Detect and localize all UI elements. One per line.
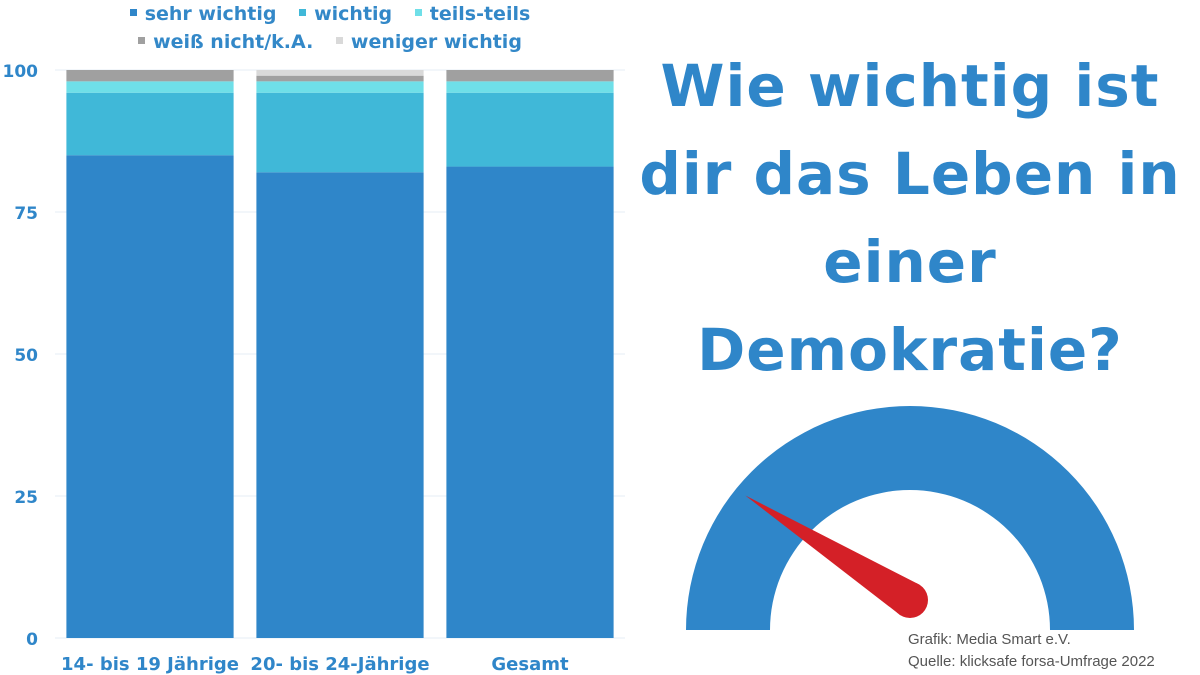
bar-segment-wichtig (446, 92, 614, 167)
legend-swatch-teils-teils (414, 9, 422, 16)
legend-label-sehr-wichtig: sehr wichtig (144, 3, 277, 25)
x-tick-label: 20- bis 24-Jährige (250, 654, 429, 675)
legend-label-weiss-nicht: weiß nicht/k.A. (153, 31, 314, 53)
legend-label-wichtig: wichtig (314, 3, 393, 25)
needle-hub (892, 582, 928, 618)
credit-grafik: Grafik: Media Smart e.V. (908, 631, 1071, 648)
legend-swatch-weniger-wichtig (335, 37, 343, 44)
bar-segment-teils-teils (446, 81, 614, 93)
legend-label-teils-teils: teils-teils (429, 3, 531, 25)
bar-segment-wei-nicht-k-a- (446, 70, 614, 82)
legend-swatch-wichtig (299, 9, 307, 16)
legend-swatch-sehr-wichtig (129, 9, 137, 16)
chart-legend: sehr wichtig wichtig teils-teils weiß ni… (90, 0, 570, 56)
y-tick-label: 0 (26, 630, 38, 650)
legend-item-teils-teils: teils-teils (414, 0, 531, 28)
bar-segment-wichtig (66, 92, 234, 156)
stacked-bar-chart: 0 25 50 75 100 14- bis 19 Jährige 20- bis 24-J… (3, 62, 625, 675)
legend-item-weiss-nicht: weiß nicht/k.A. (138, 28, 313, 56)
bar-segment-wei-nicht-k-a- (256, 75, 424, 82)
gauge-graphic (686, 406, 1134, 630)
bar-segment-sehr-wichtig (256, 172, 424, 639)
y-tick-label: 25 (14, 488, 38, 508)
x-tick-label: 14- bis 19 Jährige (61, 654, 239, 675)
legend-item-sehr-wichtig: sehr wichtig (129, 0, 277, 28)
bar-segment-wichtig (256, 92, 424, 173)
y-tick-label: 100 (3, 62, 39, 82)
legend-swatch-weiss-nicht (138, 37, 146, 44)
bar-segment-teils-teils (256, 81, 424, 93)
legend-row-2: weiß nicht/k.A. weniger wichtig (90, 28, 570, 56)
bar-segment-teils-teils (66, 81, 234, 93)
bar-segment-sehr-wichtig (446, 166, 614, 638)
gauge-needle (745, 495, 928, 618)
bar-segment-sehr-wichtig (66, 155, 234, 638)
needle-shape (745, 495, 920, 616)
x-tick-label: Gesamt (491, 654, 569, 675)
gauge-arc (686, 406, 1134, 630)
legend-item-wichtig: wichtig (299, 0, 392, 28)
credits: Grafik: Media Smart e.V. Quelle: klicksa… (908, 629, 1155, 673)
legend-item-weniger-wichtig: weniger wichtig (335, 28, 522, 56)
bar-segment-wei-nicht-k-a- (66, 70, 234, 82)
credit-quelle: Quelle: klicksafe forsa-Umfrage 2022 (908, 653, 1155, 670)
y-tick-label: 75 (14, 204, 38, 224)
legend-row-1: sehr wichtig wichtig teils-teils (90, 0, 570, 28)
legend-label-weniger-wichtig: weniger wichtig (350, 31, 522, 53)
bar-segment-weniger-wichtig (256, 70, 424, 76)
page-title: Wie wichtig ist dir das Leben in einer D… (639, 52, 1181, 384)
y-tick-label: 50 (14, 346, 38, 366)
